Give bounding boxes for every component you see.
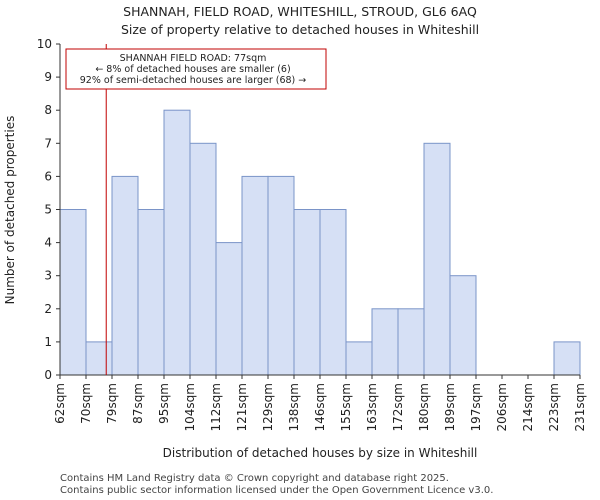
x-tick-label: 70sqm [79, 383, 93, 424]
histogram-bar [59, 209, 87, 376]
annotation-box [65, 48, 327, 90]
y-tick-label: 4 [44, 236, 52, 250]
x-tick-label: 189sqm [443, 383, 457, 431]
x-tick-label: 197sqm [469, 383, 483, 431]
x-tick-label: 231sqm [573, 383, 587, 431]
x-tick-label: 180sqm [417, 383, 431, 431]
y-tick-label: 3 [44, 269, 52, 283]
histogram-bar [137, 209, 165, 376]
histogram-bar [319, 209, 347, 376]
x-tick-label: 206sqm [495, 383, 509, 431]
x-tick-label: 214sqm [521, 383, 535, 431]
histogram-bar [397, 308, 425, 376]
histogram-bar [241, 175, 269, 376]
histogram-bar [371, 308, 399, 376]
x-tick-label: 146sqm [313, 383, 327, 431]
histogram-bar [189, 142, 217, 376]
x-tick-label: 223sqm [547, 383, 561, 431]
x-tick-label: 155sqm [339, 383, 353, 431]
x-tick-label: 163sqm [365, 383, 379, 431]
y-tick-label: 10 [37, 37, 52, 51]
x-tick-label: 79sqm [105, 383, 119, 424]
x-tick-label: 172sqm [391, 383, 405, 431]
annotation-line: ← 8% of detached houses are smaller (6) [95, 64, 290, 75]
x-tick-label: 138sqm [287, 383, 301, 431]
x-tick-label: 104sqm [183, 383, 197, 431]
histogram-bar [85, 341, 113, 376]
annotation-line: SHANNAH FIELD ROAD: 77sqm [120, 53, 267, 64]
histogram-bar [111, 175, 139, 376]
y-tick-label: 6 [44, 169, 52, 183]
x-tick-label: 62sqm [53, 383, 67, 424]
x-tick-label: 112sqm [209, 383, 223, 431]
histogram-bar [215, 242, 243, 376]
footer-line-2: Contains public sector information licen… [60, 485, 494, 496]
histogram-bar [553, 341, 581, 376]
y-tick-label: 2 [44, 302, 52, 316]
x-tick-label: 121sqm [235, 383, 249, 431]
y-tick-label: 8 [44, 103, 52, 117]
y-tick-label: 9 [44, 70, 52, 84]
x-tick-label: 87sqm [131, 383, 145, 424]
y-axis-label: Number of detached properties [3, 116, 17, 305]
histogram-bar [423, 142, 451, 376]
y-tick-label: 5 [44, 203, 52, 217]
histogram-bar [345, 341, 373, 376]
histogram-bar [449, 275, 477, 376]
chart-subtitle: Size of property relative to detached ho… [120, 22, 480, 37]
x-tick-label: 95sqm [157, 383, 171, 424]
chart-title: SHANNAH, FIELD ROAD, WHITESHILL, STROUD,… [123, 4, 477, 19]
y-tick-label: 7 [44, 136, 52, 150]
footer-line-1: Contains HM Land Registry data © Crown c… [60, 473, 449, 484]
histogram-bar [267, 175, 295, 376]
histogram-bar [293, 209, 321, 376]
x-axis-label: Distribution of detached houses by size … [163, 446, 478, 460]
y-tick-label: 1 [44, 335, 52, 349]
annotation-line: 92% of semi-detached houses are larger (… [80, 75, 307, 86]
x-tick-label: 129sqm [261, 383, 275, 431]
y-tick-label: 0 [44, 368, 52, 382]
histogram-bar [163, 109, 191, 376]
